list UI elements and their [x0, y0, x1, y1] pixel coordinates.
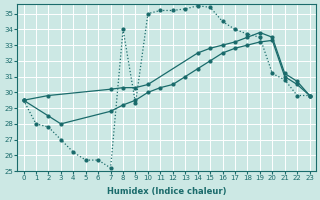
- X-axis label: Humidex (Indice chaleur): Humidex (Indice chaleur): [107, 187, 226, 196]
